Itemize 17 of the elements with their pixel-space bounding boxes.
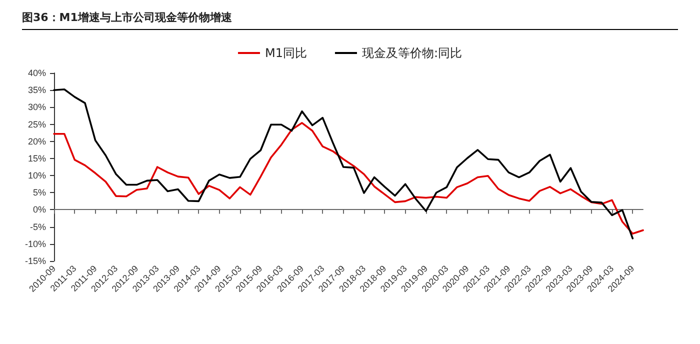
legend-label: M1同比 [264,46,307,60]
line-series [53,122,644,235]
y-tick-label: 15% [28,153,46,164]
y-tick-label: -10% [24,238,46,249]
y-tick-label: 25% [28,119,46,130]
y-tick-label: -15% [24,256,46,266]
y-tick-label: 5% [32,188,46,198]
y-tick-label: 10% [28,170,46,181]
legend-label: 现金及等价物:同比 [362,46,462,60]
y-tick-label: -5% [30,222,46,232]
line-series [53,88,634,240]
y-tick-label: 35% [28,85,46,96]
chart-title: 图36：M1增速与上市公司现金等价物增速 [22,10,678,30]
y-tick-label: 40% [28,68,46,78]
y-tick-label: 30% [28,102,46,112]
y-tick-label: 20% [28,136,46,146]
y-tick-label: 0% [32,204,46,215]
